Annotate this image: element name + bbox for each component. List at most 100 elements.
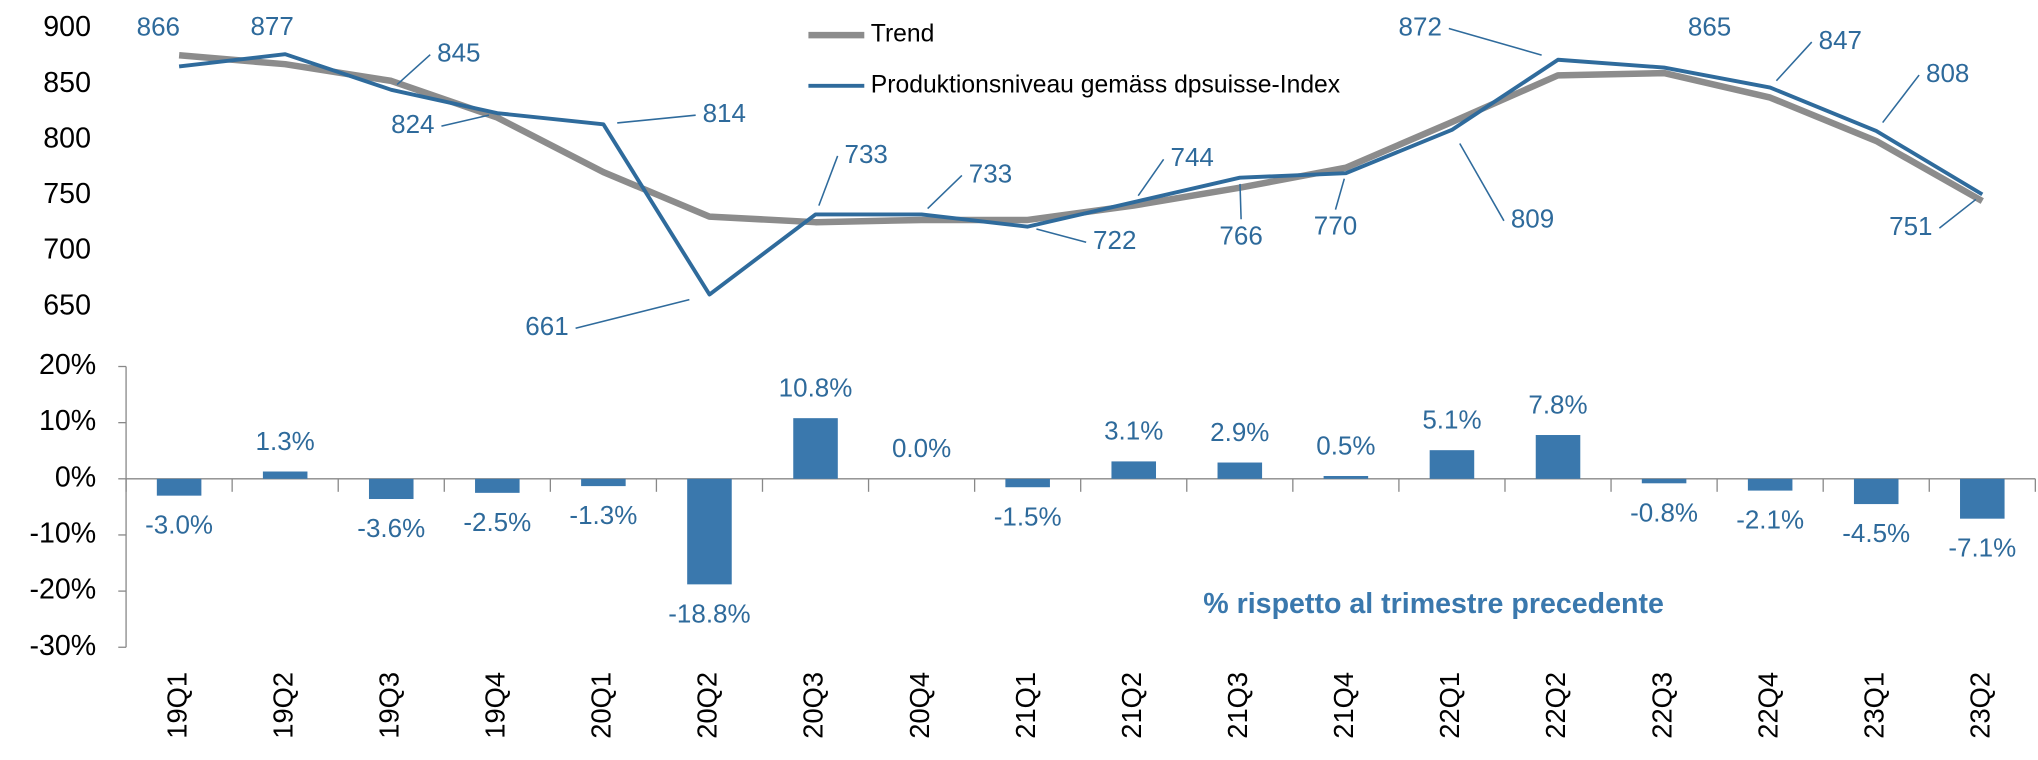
x-tick-label: 20Q3 (798, 672, 829, 739)
data-label: 866 (137, 12, 180, 42)
data-label: 814 (703, 98, 746, 128)
leader-line (927, 174, 963, 210)
y-tick-label: 700 (43, 234, 91, 266)
bar (1641, 478, 1687, 484)
data-label: 770 (1314, 211, 1357, 241)
x-tick-label: 21Q4 (1328, 672, 1359, 739)
data-label: 809 (1511, 204, 1554, 234)
legend-label: Trend (871, 21, 935, 48)
x-tick-label: 20Q4 (904, 672, 935, 739)
y-tick-label: 850 (43, 67, 91, 99)
leader-line (1459, 143, 1505, 222)
x-tick-label: 19Q3 (373, 672, 404, 739)
line-series (178, 52, 1984, 297)
data-label: 766 (1219, 220, 1262, 250)
x-tick-label: 20Q1 (586, 672, 617, 739)
bar (687, 478, 732, 585)
x-tick-label: 19Q4 (480, 672, 511, 739)
x-tick-label: 21Q2 (1116, 672, 1147, 739)
x-tick-label: 21Q3 (1222, 672, 1253, 739)
y-tick-label: 800 (43, 122, 91, 154)
data-label: 0.5% (1316, 430, 1375, 460)
data-label: 877 (250, 11, 293, 41)
y-tick-label: 650 (43, 289, 91, 321)
plot-area: 650 700 750 800 850 900 Trend Produktionsniveau… (29, 11, 2036, 739)
y-tick-label: -20% (29, 574, 96, 606)
data-label: -0.8% (1630, 497, 1698, 527)
bar (1429, 450, 1475, 479)
bar (475, 478, 520, 493)
leader-line (1036, 228, 1087, 243)
bar (1005, 478, 1050, 488)
x-tick-label: 23Q2 (1964, 672, 1995, 739)
x-tick-label: 22Q4 (1752, 672, 1783, 739)
data-label: 2.9% (1210, 417, 1269, 447)
bar (1747, 478, 1793, 491)
data-label: -1.5% (994, 501, 1062, 531)
data-label: 733 (845, 139, 888, 169)
data-label: -1.3% (569, 500, 637, 530)
leader-line (617, 114, 696, 124)
y-tick-label: 900 (43, 11, 91, 43)
data-label: -4.5% (1842, 518, 1910, 548)
data-label: -3.0% (145, 510, 213, 540)
y-tick-label: -30% (29, 630, 96, 662)
leader-line (1239, 183, 1242, 220)
data-label: 847 (1819, 25, 1862, 55)
y-tick-label: 20% (39, 349, 96, 381)
y-tick-label: -10% (29, 518, 96, 550)
data-label: 0.0% (892, 433, 951, 463)
data-label: -2.5% (463, 507, 531, 537)
leader-line (1137, 158, 1165, 197)
leader-line (1938, 198, 1977, 229)
bar (581, 478, 626, 487)
x-tick-label: 21Q1 (1010, 672, 1041, 739)
leader-line (441, 114, 490, 127)
data-label: 845 (437, 38, 480, 68)
leader-line (818, 155, 839, 206)
y-tick-label: 0% (55, 461, 96, 493)
x-tick-label: 20Q2 (692, 672, 723, 739)
data-label: -7.1% (1948, 533, 2016, 563)
bar (1960, 478, 2005, 519)
x-tick-label: 22Q1 (1434, 672, 1465, 739)
data-label: 722 (1093, 225, 1136, 255)
leader-line (1775, 41, 1813, 82)
data-label: 3.1% (1104, 416, 1163, 446)
x-tick-label: 19Q1 (161, 672, 192, 739)
leader-line (575, 298, 690, 330)
data-label: 5.1% (1422, 404, 1481, 434)
x-tick-label: 19Q2 (267, 672, 298, 739)
bar (368, 478, 414, 500)
bar (1323, 476, 1369, 479)
x-tick-label: 22Q3 (1646, 672, 1677, 739)
x-tick-label: 23Q1 (1858, 672, 1889, 739)
bar (156, 478, 202, 496)
bar (262, 471, 308, 479)
leader-line (1334, 178, 1346, 210)
y-tick-label: 10% (39, 405, 96, 437)
bar (1111, 461, 1157, 479)
bar (1853, 478, 1899, 505)
data-label: 7.8% (1528, 389, 1587, 419)
data-label: -3.6% (357, 513, 425, 543)
data-label: -2.1% (1736, 505, 1804, 535)
x-tick-label: 22Q2 (1540, 672, 1571, 739)
y-tick-label: 750 (43, 178, 91, 210)
bar (793, 418, 838, 479)
legend-label: Produktionsniveau gemäss dpsuisse-Index (871, 71, 1341, 98)
leader-line (1448, 27, 1542, 56)
data-label: 661 (525, 311, 568, 341)
leader-line (1882, 74, 1920, 124)
bar (1217, 462, 1263, 479)
data-label: 1.3% (256, 426, 315, 456)
leader-line (396, 54, 431, 86)
data-label: 10.8% (779, 372, 853, 402)
bar (1535, 435, 1581, 479)
data-label: 751 (1889, 211, 1932, 241)
data-label: 733 (969, 158, 1012, 188)
annotation: % rispetto al trimestre precedente (1203, 588, 1664, 620)
data-label: 824 (391, 109, 434, 139)
data-label: 744 (1171, 142, 1214, 172)
